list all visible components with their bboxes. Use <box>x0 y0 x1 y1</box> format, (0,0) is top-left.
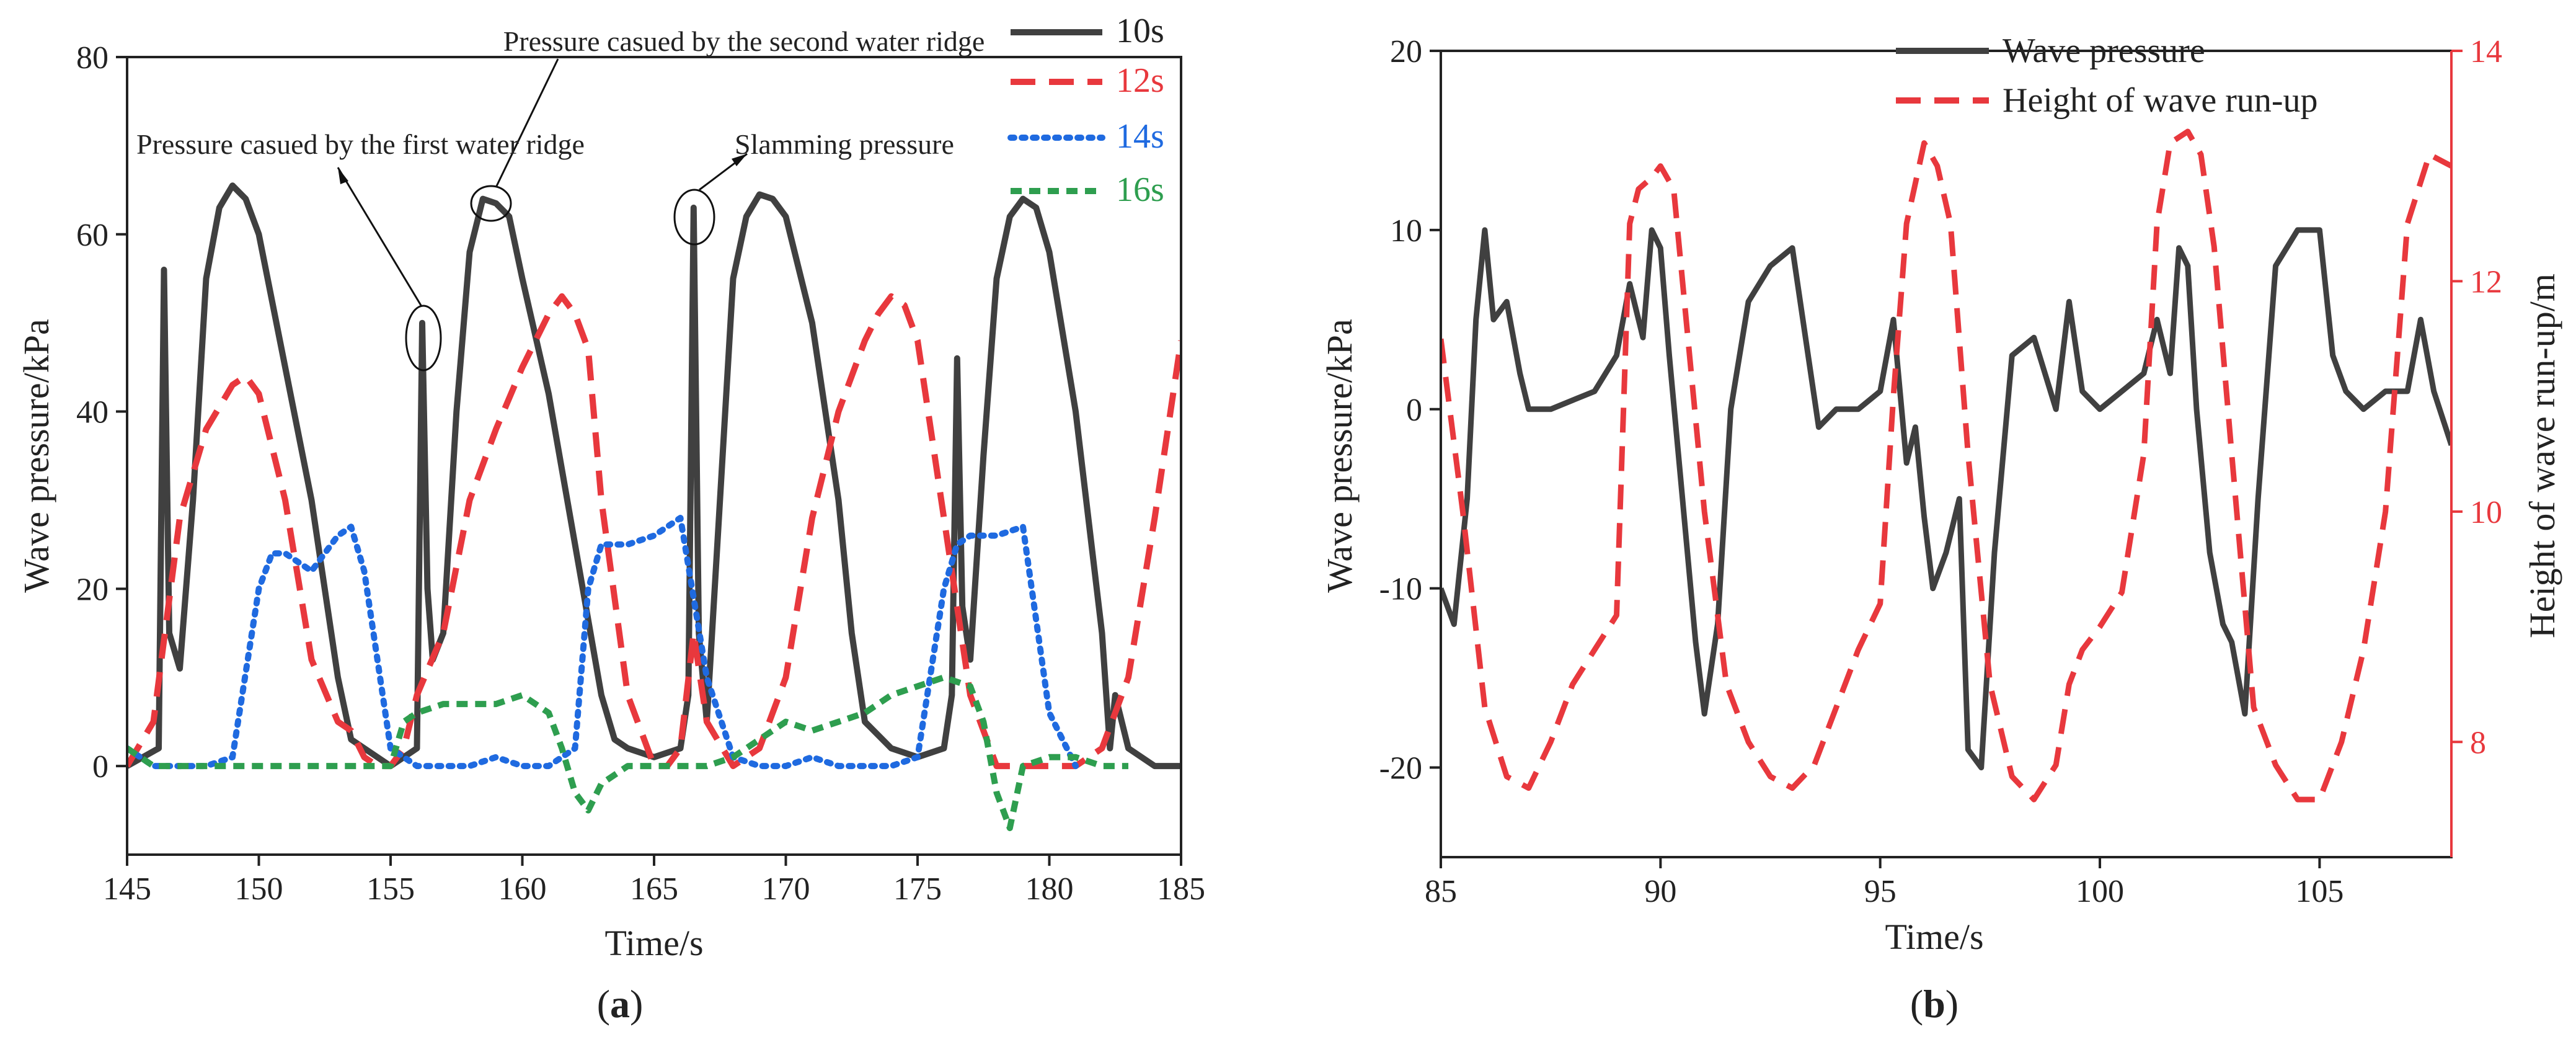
legend-a: 10s 12s 14s 16s <box>1007 12 1164 209</box>
x-axis-label-b: Time/s <box>1885 917 1983 957</box>
y-axis-label-a: Wave pressure/kPa <box>16 319 56 592</box>
y-right-tick-label: 10 <box>2470 495 2502 530</box>
series-line-10s <box>127 182 1181 770</box>
panel-label-b: (b) <box>1910 982 1959 1026</box>
y-right-tick-label: 8 <box>2470 725 2486 760</box>
legend-label-wave-runup: Height of wave run-up <box>2003 81 2318 120</box>
annotation-circle-first-ridge <box>405 305 442 372</box>
x-tick-label: 185 <box>1157 871 1205 907</box>
y-axis-label-right-b: Height of wave run-up/m <box>2522 274 2562 638</box>
legend-item-wave-runup: Height of wave run-up <box>1896 81 2318 120</box>
arrowhead-slamming <box>732 154 747 166</box>
arrowhead-first-ridge <box>338 167 348 184</box>
y-right-tick-label: 14 <box>2470 34 2502 69</box>
x-tick-label: 105 <box>2295 874 2344 909</box>
x-tick-label: 90 <box>1644 874 1676 909</box>
plot-frame-b <box>1440 50 2453 858</box>
x-tick-label: 100 <box>2076 874 2124 909</box>
y-axis-label-b: Wave pressure/kPa <box>1319 319 1360 592</box>
annotation-circle-slamming <box>673 189 715 246</box>
y-tick-label: 20 <box>76 572 108 607</box>
annotation-second-ridge: Pressure casued by the second water ridg… <box>503 25 985 57</box>
x-tick-label: 155 <box>366 871 415 907</box>
legend-label-16s: 16s <box>1116 171 1164 209</box>
annotation-arrow-first-ridge <box>337 167 423 307</box>
y-tick-label: 0 <box>1406 393 1422 428</box>
chart-panel-a: 145 150 155 160 165 170 175 180 185 0 20 40 60 80 Ti… <box>16 12 1205 1026</box>
series-line-14s <box>127 515 1079 770</box>
annotation-slamming: Slamming pressure <box>735 128 954 160</box>
panel-label-a: (a) <box>597 982 644 1026</box>
x-tick-label: 95 <box>1864 874 1897 909</box>
series-line-wave-pressure <box>1441 227 2451 771</box>
x-tick-label: 165 <box>630 871 678 907</box>
x-tick-label: 160 <box>498 871 547 907</box>
y-tick-label: -10 <box>1379 572 1422 607</box>
x-axis-label-a: Time/s <box>604 923 703 963</box>
legend-label-10s: 10s <box>1116 12 1164 50</box>
y-tick-label: 40 <box>76 395 108 430</box>
x-tick-label: 180 <box>1025 871 1074 907</box>
plot-frame-a <box>126 56 1182 856</box>
x-tick-label: 85 <box>1425 874 1457 909</box>
y-right-tick-label: 12 <box>2470 264 2502 300</box>
y-tick-label: 10 <box>1390 213 1422 249</box>
annotations-a: Pressure casued by the second water ridg… <box>136 25 985 372</box>
legend-b: Wave pressure Height of wave run-up <box>1896 32 2318 120</box>
x-tick-label: 170 <box>762 871 810 907</box>
legend-label-wave-pressure: Wave pressure <box>2003 32 2205 70</box>
series-line-16s <box>127 674 1128 832</box>
x-tick-label: 145 <box>103 871 151 907</box>
legend-item-wave-pressure: Wave pressure <box>1896 32 2205 70</box>
annotation-first-ridge: Pressure casued by the first water ridge <box>136 128 585 160</box>
series-line-height-of-wave-run-up <box>1441 128 2451 803</box>
legend-item-14s: 14s <box>1007 117 1164 156</box>
legend-label-12s: 12s <box>1116 61 1164 100</box>
y-tick-label: 20 <box>1390 34 1422 69</box>
legend-item-16s: 16s <box>1011 171 1164 209</box>
x-tick-label: 175 <box>893 871 942 907</box>
y-tick-label: 60 <box>76 218 108 253</box>
legend-item-12s: 12s <box>1011 61 1164 100</box>
y-tick-label: 80 <box>76 40 108 76</box>
y-tick-label: -20 <box>1379 751 1422 786</box>
legend-label-14s: 14s <box>1116 117 1164 156</box>
series-line-12s <box>127 293 1181 770</box>
x-tick-label: 150 <box>235 871 283 907</box>
y-tick-label: 0 <box>92 749 108 785</box>
annotation-circle-second-ridge <box>470 185 512 222</box>
legend-item-10s: 10s <box>1011 12 1164 50</box>
annotation-arrow-second-ridge <box>495 58 559 188</box>
